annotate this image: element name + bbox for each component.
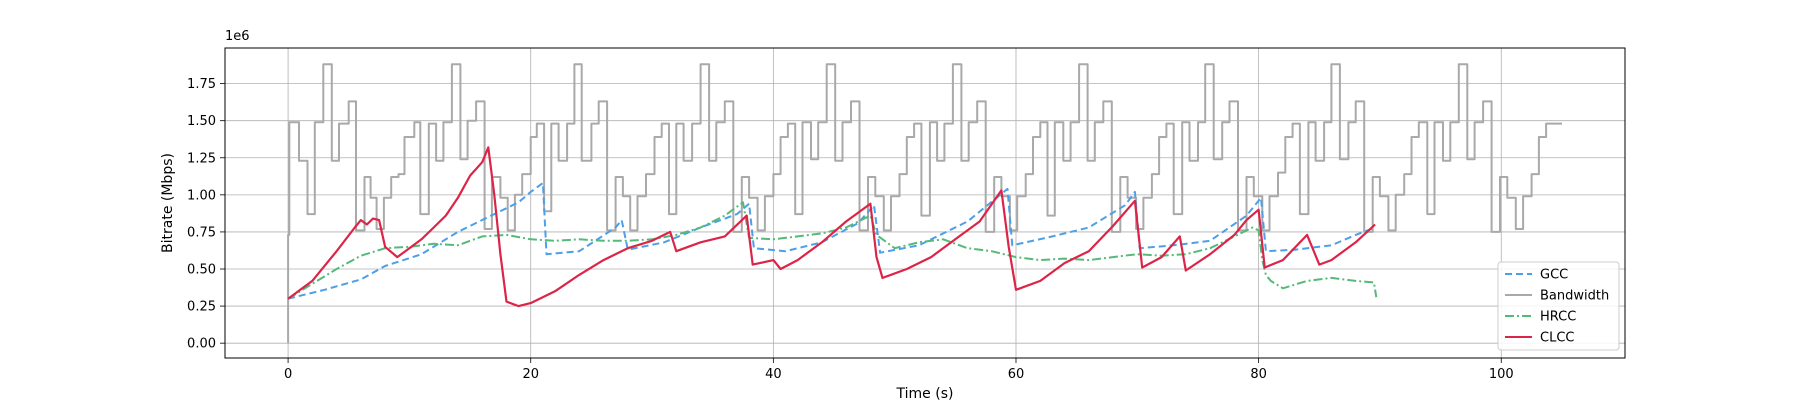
y-tick-label: 0.00 <box>187 337 216 352</box>
y-tick-label: 0.50 <box>187 263 216 278</box>
legend-label-clcc: CLCC <box>1540 331 1574 346</box>
axis-ticks: 0 20 40 60 80 100 0.00 0.25 0.50 0.75 1.00 1.25 1.50… <box>187 77 1514 382</box>
y-tick-label: 1.25 <box>187 151 216 166</box>
x-tick-label: 20 <box>522 367 539 382</box>
y-tick-label: 1.50 <box>187 114 216 129</box>
plot-frame <box>224 47 1626 359</box>
y-tick-label: 1.75 <box>187 77 216 92</box>
series-line-clcc <box>287 146 1376 308</box>
legend-label-gcc: GCC <box>1540 268 1568 283</box>
y-axis-label: Bitrate (Mbps) <box>160 153 176 253</box>
legend-box <box>1497 261 1620 351</box>
x-tick-label: 40 <box>765 367 782 382</box>
x-tick-label: 60 <box>1008 367 1025 382</box>
plot-series <box>287 63 1563 344</box>
y-offset-text: 1e6 <box>225 29 250 44</box>
y-tick-label: 0.25 <box>187 300 216 315</box>
y-tick-label: 0.75 <box>187 225 216 240</box>
series-line-bandwidth <box>287 63 1563 344</box>
legend: GCC Bandwidth HRCC CLCC <box>1497 261 1620 351</box>
legend-label-hrcc: HRCC <box>1540 310 1576 325</box>
x-tick-label: 80 <box>1250 367 1267 382</box>
x-tick-label: 100 <box>1489 367 1514 382</box>
y-tick-label: 1.00 <box>187 188 216 203</box>
legend-label-bandwidth: Bandwidth <box>1540 289 1609 304</box>
grid <box>225 48 1625 358</box>
x-tick-label: 0 <box>284 367 292 382</box>
x-axis-label: Time (s) <box>896 386 954 400</box>
